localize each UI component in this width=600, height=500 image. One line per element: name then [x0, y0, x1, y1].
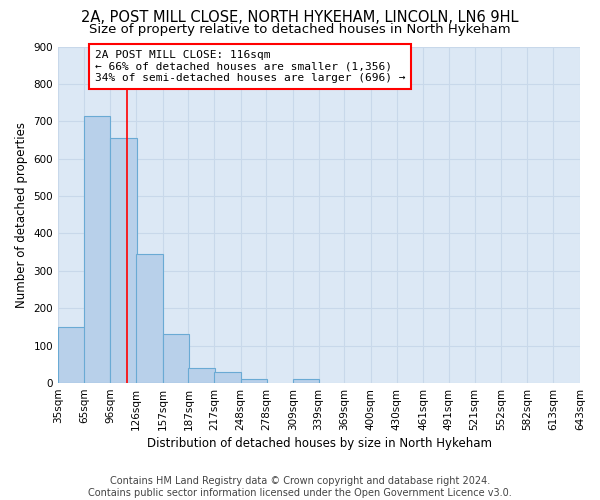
Text: 2A, POST MILL CLOSE, NORTH HYKEHAM, LINCOLN, LN6 9HL: 2A, POST MILL CLOSE, NORTH HYKEHAM, LINC…	[81, 10, 519, 25]
Bar	[214, 372, 241, 383]
Bar	[293, 380, 319, 383]
Y-axis label: Number of detached properties: Number of detached properties	[15, 122, 28, 308]
Bar	[110, 138, 137, 383]
Bar	[58, 327, 85, 383]
Bar	[188, 368, 215, 383]
Bar	[84, 116, 110, 383]
X-axis label: Distribution of detached houses by size in North Hykeham: Distribution of detached houses by size …	[146, 437, 491, 450]
Text: Contains HM Land Registry data © Crown copyright and database right 2024.
Contai: Contains HM Land Registry data © Crown c…	[88, 476, 512, 498]
Bar	[136, 254, 163, 383]
Text: 2A POST MILL CLOSE: 116sqm
← 66% of detached houses are smaller (1,356)
34% of s: 2A POST MILL CLOSE: 116sqm ← 66% of deta…	[95, 50, 405, 83]
Bar	[241, 378, 267, 383]
Bar	[163, 334, 189, 383]
Text: Size of property relative to detached houses in North Hykeham: Size of property relative to detached ho…	[89, 22, 511, 36]
